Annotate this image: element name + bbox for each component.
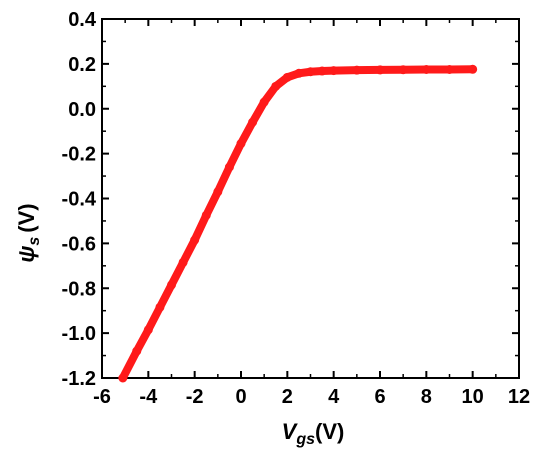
data-point	[306, 67, 315, 77]
x-axis-title: Vgs(V)	[282, 419, 345, 448]
data-point	[445, 64, 454, 74]
x-tick-label: -4	[139, 386, 158, 408]
x-tick-label: 12	[508, 386, 530, 408]
y-tick-label: -0.4	[62, 189, 97, 211]
y-tick-label: 0.0	[68, 99, 96, 121]
y-axis-subscript: s	[26, 237, 43, 246]
y-tick-label: 0.2	[68, 54, 96, 76]
data-point	[375, 65, 385, 75]
data-point	[294, 68, 304, 78]
y-axis-title: ψs (V)	[14, 203, 43, 262]
x-axis-subscript: gs	[295, 431, 315, 448]
data-point	[143, 325, 153, 335]
x-axis-symbol: V	[282, 419, 299, 444]
series-line	[118, 65, 477, 382]
series-layer	[118, 64, 478, 383]
x-tick-label: 0	[235, 386, 246, 408]
y-tick-label: -0.6	[62, 233, 96, 255]
data-point	[190, 235, 200, 245]
data-point	[167, 280, 176, 290]
data-point	[224, 162, 234, 172]
data-point	[271, 81, 281, 91]
x-axis-ticks: -6 -4 -2 0 2 4 6 8 10 12	[93, 19, 530, 408]
data-point	[178, 257, 188, 267]
data-point	[248, 117, 258, 127]
y-axis-unit: (V)	[14, 203, 39, 232]
data-point	[155, 302, 165, 312]
data-point	[421, 64, 431, 74]
data-point	[317, 66, 327, 76]
data-point	[118, 373, 128, 383]
data-point	[259, 97, 269, 107]
x-tick-label: -6	[93, 386, 111, 408]
data-point	[236, 139, 246, 149]
x-tick-label: 6	[374, 386, 385, 408]
x-tick-label: 8	[421, 386, 432, 408]
data-point	[213, 187, 223, 197]
data-point	[329, 66, 339, 76]
data-point	[282, 72, 292, 82]
data-point	[132, 346, 142, 356]
data-point	[398, 65, 408, 75]
data-point	[201, 210, 211, 220]
y-tick-label: -1.0	[62, 323, 96, 345]
y-tick-label: -0.8	[62, 278, 96, 300]
y-axis-ticks: -1.2 -1.0 -0.8 -0.6 -0.4 -0.2 0.0 0.2 0.4	[62, 9, 519, 390]
y-tick-label: -1.2	[62, 368, 96, 390]
y-tick-label: -0.2	[62, 144, 96, 166]
x-tick-label: 4	[328, 386, 340, 408]
y-axis-symbol: ψ	[14, 246, 39, 263]
x-axis-unit: (V)	[315, 419, 344, 444]
x-tick-label: 2	[282, 386, 293, 408]
data-point	[352, 65, 362, 75]
x-tick-label: -2	[186, 386, 204, 408]
data-point	[468, 64, 478, 74]
y-tick-label: 0.4	[68, 9, 97, 31]
x-tick-label: 10	[462, 386, 484, 408]
